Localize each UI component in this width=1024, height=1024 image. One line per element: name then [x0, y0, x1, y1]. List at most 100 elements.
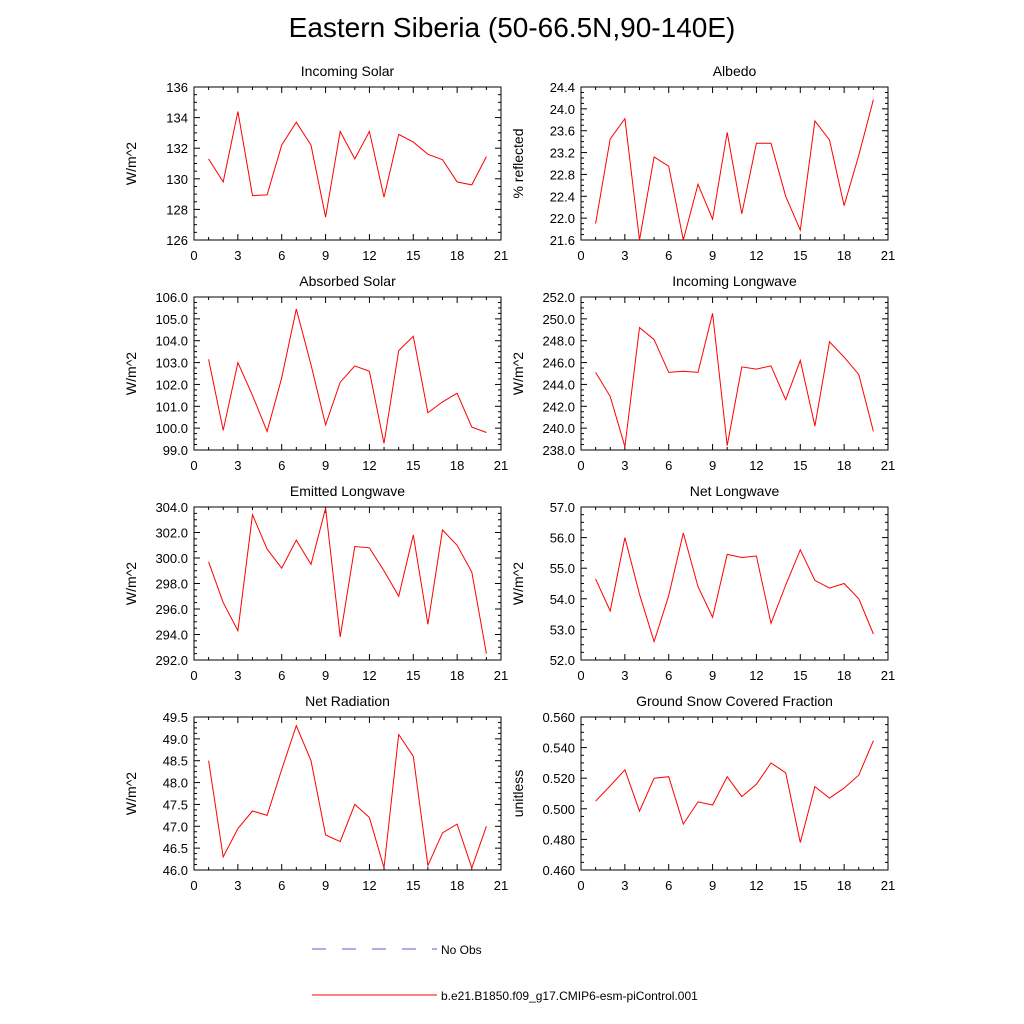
- panel-title: Absorbed Solar: [299, 273, 396, 289]
- series-line: [595, 740, 874, 843]
- x-tick-label: 15: [406, 248, 420, 263]
- y-tick-label: 49.0: [163, 732, 188, 747]
- series-line: [595, 99, 874, 240]
- y-tick-label: 21.6: [550, 233, 575, 248]
- x-tick-label: 12: [749, 668, 763, 683]
- x-tick-label: 0: [577, 248, 584, 263]
- x-tick-label: 0: [190, 878, 197, 893]
- y-tick-label: 53.0: [550, 622, 575, 637]
- plot-frame: [580, 506, 889, 661]
- x-tick-label: 18: [450, 248, 464, 263]
- x-tick-label: 15: [793, 458, 807, 473]
- y-tick-label: 57.0: [550, 500, 575, 515]
- x-tick-label: 15: [406, 878, 420, 893]
- y-tick-label: 242.0: [542, 399, 575, 414]
- y-axis-label: % reflected: [510, 128, 526, 198]
- x-tick-label: 3: [621, 248, 628, 263]
- x-tick-label: 9: [322, 668, 329, 683]
- legend-obs-label: No Obs: [441, 943, 482, 957]
- panel-incoming-longwave: Incoming Longwave W/m^2 0 3 6 9 12 15 18 21 238.0 2…: [510, 273, 895, 473]
- y-tick-label: 296.0: [155, 602, 188, 617]
- legend-model-label: b.e21.B1850.f09_g17.CMIP6-esm-piControl.…: [441, 989, 698, 1003]
- x-tick-label: 21: [494, 878, 508, 893]
- y-tick-label: 106.0: [155, 290, 188, 305]
- y-tick-label: 0.460: [542, 863, 575, 878]
- plot-frame: [193, 506, 502, 661]
- x-tick-label: 21: [494, 668, 508, 683]
- x-tick-label: 6: [278, 458, 285, 473]
- x-tick-label: 9: [322, 878, 329, 893]
- y-tick-label: 298.0: [155, 577, 188, 592]
- plot-frame: [580, 716, 889, 871]
- x-tick-label: 3: [234, 878, 241, 893]
- y-tick-label: 0.500: [542, 802, 575, 817]
- y-tick-label: 0.520: [542, 771, 575, 786]
- x-tick-label: 12: [362, 878, 376, 893]
- x-tick-label: 15: [406, 458, 420, 473]
- y-tick-label: 246.0: [542, 356, 575, 371]
- x-tick-label: 18: [450, 878, 464, 893]
- x-tick-label: 21: [494, 248, 508, 263]
- y-axis-label: W/m^2: [123, 562, 139, 605]
- x-tick-label: 12: [362, 248, 376, 263]
- x-tick-label: 21: [494, 458, 508, 473]
- y-tick-label: 292.0: [155, 653, 188, 668]
- panel-title: Net Radiation: [305, 693, 390, 709]
- y-tick-label: 22.4: [550, 189, 575, 204]
- y-tick-label: 48.5: [163, 754, 188, 769]
- x-tick-label: 6: [278, 668, 285, 683]
- panel-title: Emitted Longwave: [290, 483, 405, 499]
- y-tick-label: 22.8: [550, 167, 575, 182]
- x-tick-label: 3: [621, 458, 628, 473]
- x-tick-label: 0: [577, 878, 584, 893]
- x-tick-label: 9: [709, 878, 716, 893]
- x-tick-label: 0: [190, 668, 197, 683]
- x-tick-label: 3: [234, 458, 241, 473]
- y-tick-label: 24.4: [550, 80, 575, 95]
- x-tick-label: 9: [709, 668, 716, 683]
- x-tick-label: 9: [709, 248, 716, 263]
- y-tick-label: 103.0: [155, 356, 188, 371]
- x-tick-label: 3: [234, 668, 241, 683]
- series-line: [208, 111, 487, 218]
- x-tick-label: 12: [749, 248, 763, 263]
- y-tick-label: 47.0: [163, 819, 188, 834]
- x-tick-label: 6: [665, 458, 672, 473]
- y-tick-label: 56.0: [550, 531, 575, 546]
- y-tick-label: 23.6: [550, 124, 575, 139]
- y-tick-label: 102.0: [155, 377, 188, 392]
- y-tick-label: 244.0: [542, 377, 575, 392]
- y-tick-label: 128: [166, 202, 188, 217]
- x-tick-label: 9: [322, 248, 329, 263]
- y-tick-label: 24.0: [550, 102, 575, 117]
- y-tick-label: 104.0: [155, 334, 188, 349]
- y-axis-label: W/m^2: [123, 772, 139, 815]
- x-tick-label: 3: [621, 878, 628, 893]
- y-tick-label: 132: [166, 141, 188, 156]
- y-tick-label: 0.480: [542, 832, 575, 847]
- y-tick-label: 46.5: [163, 841, 188, 856]
- panel-emitted-longwave: Emitted Longwave W/m^2 0 3 6 9 12 15 18 21 292.0 29…: [123, 483, 508, 683]
- y-axis-label: W/m^2: [510, 352, 526, 395]
- x-tick-label: 0: [190, 458, 197, 473]
- x-tick-label: 18: [837, 878, 851, 893]
- series-line: [595, 532, 874, 644]
- x-tick-label: 0: [577, 668, 584, 683]
- y-tick-label: 250.0: [542, 312, 575, 327]
- series-line: [208, 308, 487, 444]
- y-tick-label: 22.0: [550, 211, 575, 226]
- y-axis-label: W/m^2: [510, 562, 526, 605]
- y-tick-label: 54.0: [550, 592, 575, 607]
- y-tick-label: 136: [166, 80, 188, 95]
- panel-ground-snow-covered-fraction: Ground Snow Covered Fraction unitless 0 3 6 9…: [510, 693, 895, 893]
- x-tick-label: 21: [881, 668, 895, 683]
- panel-albedo: Albedo % reflected 0 3 6 9 12 15 18 21 21.6 22.0 22.…: [510, 63, 895, 263]
- panel-absorbed-solar: Absorbed Solar W/m^2 0 3 6 9 12 15 18 21 99.0 100.0…: [123, 273, 508, 473]
- panel-title: Albedo: [713, 63, 757, 79]
- x-tick-label: 6: [278, 878, 285, 893]
- x-tick-label: 21: [881, 878, 895, 893]
- y-tick-label: 100.0: [155, 421, 188, 436]
- x-tick-label: 6: [665, 878, 672, 893]
- y-tick-label: 47.5: [163, 797, 188, 812]
